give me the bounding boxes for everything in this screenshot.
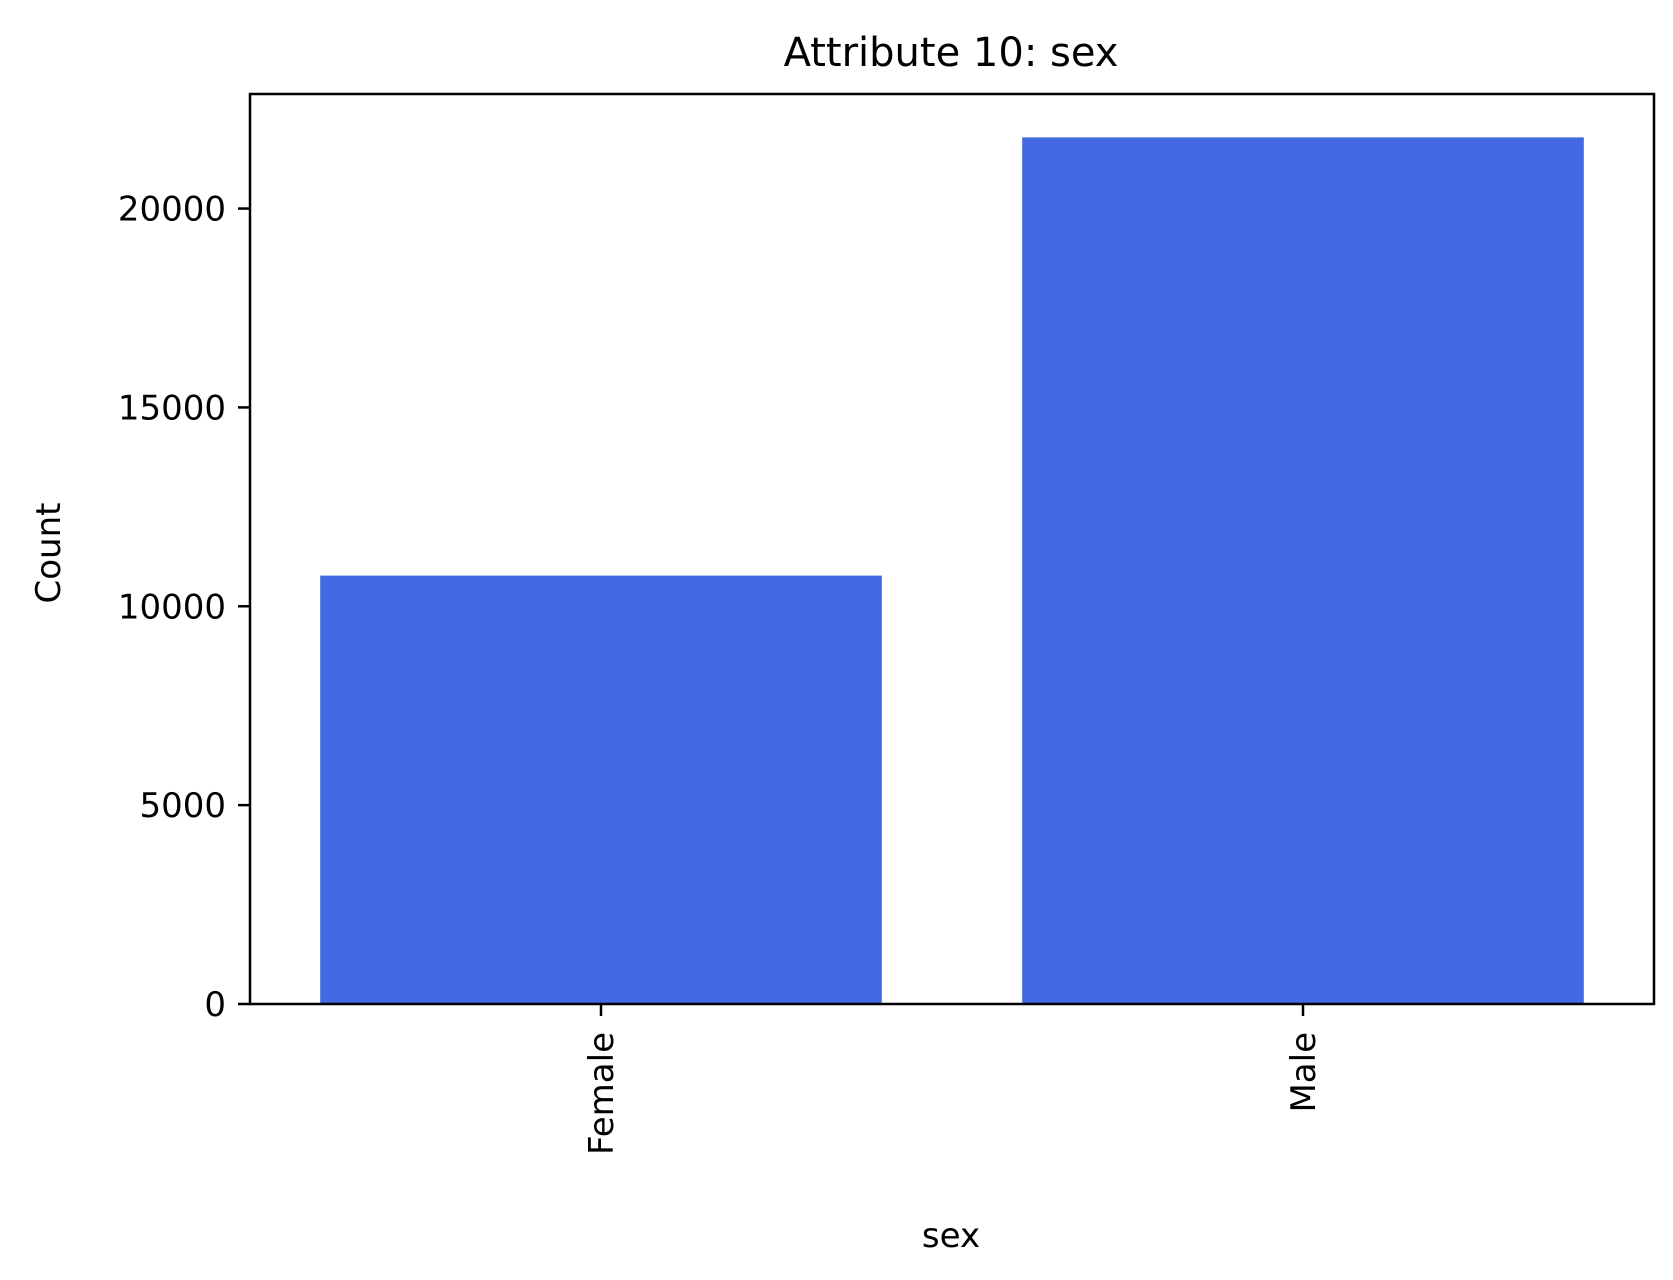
x-axis: Female Male xyxy=(582,1004,1324,1155)
y-tick-label: 0 xyxy=(204,985,226,1025)
y-tick-label: 5000 xyxy=(139,786,226,826)
y-axis-label: Count xyxy=(29,503,69,604)
x-tick-label-male: Male xyxy=(1284,1032,1324,1113)
y-tick-label: 15000 xyxy=(118,388,226,428)
y-axis: 0 5000 10000 15000 20000 xyxy=(118,190,250,1025)
bars-layer xyxy=(320,137,1584,1004)
chart-title: Attribute 10: sex xyxy=(784,30,1119,76)
x-tick-label-female: Female xyxy=(582,1032,622,1155)
x-axis-label: sex xyxy=(922,1216,980,1256)
plot-frame xyxy=(248,92,1656,1006)
y-tick-label: 20000 xyxy=(118,190,226,230)
y-tick-label: 10000 xyxy=(118,587,226,627)
bar-male xyxy=(1022,137,1584,1004)
bar-female xyxy=(320,575,882,1004)
